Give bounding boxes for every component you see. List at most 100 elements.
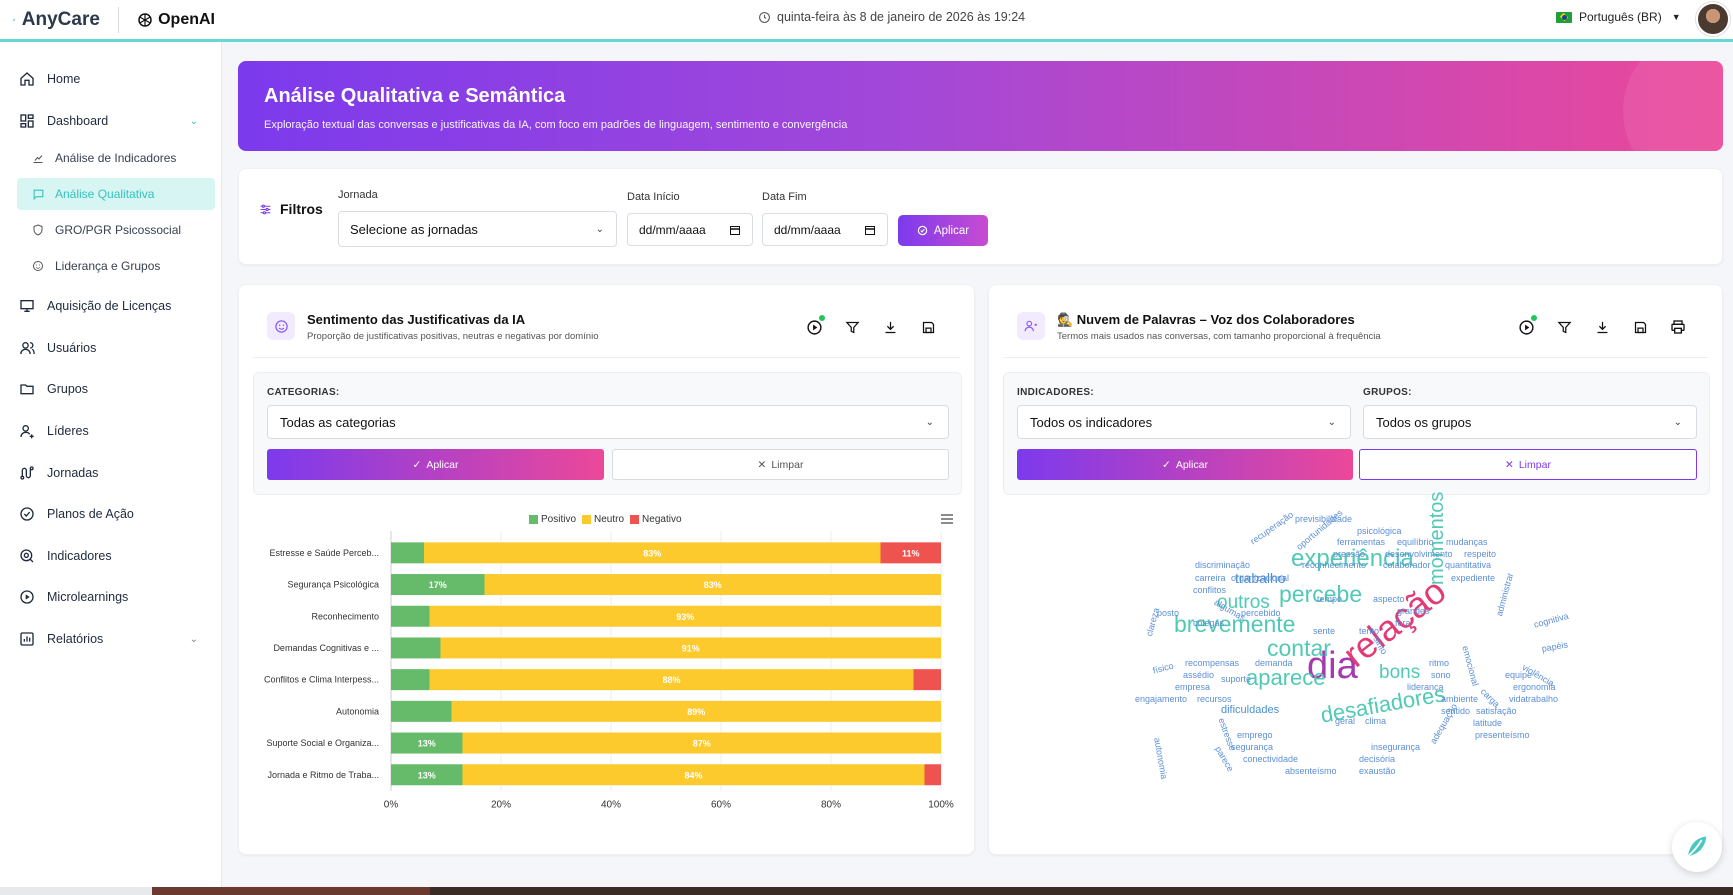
word-cloud-term[interactable]: colaborador [1383,560,1431,570]
word-cloud-term[interactable]: recursos [1197,694,1232,704]
download-button[interactable] [881,318,899,336]
word-cloud-term[interactable]: liderança [1407,682,1444,692]
bar-positivo[interactable] [391,732,463,754]
word-cloud-term[interactable]: físico [1151,660,1175,676]
word-cloud-term[interactable]: dia [1307,645,1358,687]
word-cloud-term[interactable]: sente [1313,626,1336,636]
word-cloud-term[interactable]: empresa [1175,682,1211,692]
word-cloud-term[interactable]: equipe [1505,670,1533,680]
word-cloud-term[interactable]: percebido [1241,608,1281,618]
bar-positivo[interactable] [391,574,485,596]
word-cloud-term[interactable]: ritmo [1429,658,1449,668]
word-cloud-term[interactable]: organizacional [1231,573,1290,583]
bar-negativo[interactable] [880,542,942,564]
word-cloud-term[interactable]: emprego [1237,730,1273,740]
word-cloud-term[interactable]: tempo [1317,594,1343,604]
journey-select[interactable]: Selecione as jornadas ⌄ [338,211,617,247]
word-cloud-term[interactable]: vidatrabalho [1509,694,1559,704]
word-cloud-term[interactable]: discriminação [1195,560,1251,570]
word-cloud-term[interactable]: conectividade [1243,754,1299,764]
sidebar-item-usuarios[interactable]: Usuários [0,328,222,368]
word-cloud-term[interactable]: respeito [1464,549,1497,559]
bar-positivo[interactable] [391,542,424,564]
bar-positivo[interactable] [391,669,430,691]
word-cloud-term[interactable]: mudanças [1446,537,1488,547]
word-cloud-term[interactable]: equilíbrio [1397,537,1434,547]
word-cloud-term[interactable]: outros [1217,592,1270,613]
word-cloud-term[interactable]: cognitiva [1532,610,1570,630]
bar-neutro[interactable] [429,605,942,627]
filter-button[interactable] [843,318,861,336]
word-cloud-term[interactable]: geral [1335,716,1356,726]
groups-select[interactable]: Todos os grupos ⌄ [1363,405,1697,439]
sidebar-item-lideres[interactable]: Líderes [0,411,222,451]
legend-item-negativo[interactable]: Negativo [630,514,682,525]
filter-button[interactable] [1555,318,1573,336]
brand-name[interactable]: AnyCare [21,8,100,30]
save-button[interactable] [1631,318,1649,336]
calendar-icon[interactable] [729,224,741,236]
calendar-icon[interactable] [864,224,876,236]
word-cloud-term[interactable]: decisória [1359,754,1396,764]
sidebar-item-planos[interactable]: Planos de Ação [0,494,222,534]
word-cloud-term[interactable]: reconhecimento [1302,560,1367,570]
sidebar-item-grupos[interactable]: Grupos [0,369,222,409]
bar-neutro[interactable] [429,669,914,691]
sidebar-item-jornadas[interactable]: Jornadas [0,453,222,493]
bar-neutro[interactable] [484,574,942,596]
chat-assistant-button[interactable] [1672,822,1722,872]
bar-neutro[interactable] [440,637,942,659]
bar-neutro[interactable] [424,542,881,564]
word-cloud-term[interactable]: conflitos [1193,585,1227,595]
word-cloud-term[interactable]: emocional [1460,644,1481,687]
word-cloud-term[interactable]: colegas [1193,618,1225,628]
bar-positivo[interactable] [391,605,430,627]
word-cloud-term[interactable]: absenteísmo [1285,766,1337,776]
play-button[interactable] [805,315,825,336]
bar-positivo[interactable] [391,700,452,722]
word-cloud-term[interactable]: papéis [1540,639,1569,654]
sidebar-item-indicadores[interactable]: Indicadores [0,536,222,576]
word-cloud-term[interactable]: contar [1267,635,1331,661]
word-cloud-term[interactable]: sono [1431,670,1451,680]
word-cloud-term[interactable]: engajamento [1135,694,1188,704]
categories-select[interactable]: Todas as categorias ⌄ [267,405,949,439]
word-cloud-term[interactable]: latitude [1473,718,1503,728]
word-cloud-term[interactable]: quantitativa [1445,560,1492,570]
word-cloud-term[interactable]: ergonomia [1513,682,1556,692]
sidebar-item-dashboard[interactable]: Dashboard ⌄ [0,101,222,141]
word-cloud-term[interactable]: clareza [1144,606,1162,638]
word-cloud-term[interactable]: experiência [1291,545,1414,572]
word-cloud-term[interactable]: posto [1157,608,1180,618]
start-date-input[interactable]: dd/mm/aaaa [627,213,753,246]
word-cloud-term[interactable]: aspecto [1373,594,1405,604]
chevron-down-icon[interactable]: ⌄ [189,633,198,645]
word-cloud-term[interactable]: brevemente [1174,611,1296,637]
word-cloud-term[interactable]: percebe [1279,581,1363,607]
word-cloud-term[interactable]: demanda [1255,658,1293,668]
language-selector[interactable]: Português (BR) ▼ [1556,10,1681,24]
sidebar-subitem-qualitativa[interactable]: Análise Qualitativa [17,178,215,210]
legend-item-neutro[interactable]: Neutro [582,514,624,525]
word-cloud-term[interactable]: satisfação [1476,706,1517,716]
sidebar-subitem-lideranca[interactable]: Liderança e Grupos [17,250,215,282]
bar-positivo[interactable] [391,764,463,786]
word-cloud-term[interactable]: desenvolvimento [1385,549,1453,559]
word-cloud-term[interactable]: trabalho [1235,570,1286,586]
cloud-clear-button[interactable]: ✕ Limpar [1359,449,1697,480]
word-cloud-term[interactable]: expediente [1451,573,1496,583]
cloud-apply-button[interactable]: ✓ Aplicar [1017,449,1353,480]
word-cloud-term[interactable]: presenteísmo [1475,730,1530,740]
word-cloud-term[interactable]: psicológica [1357,526,1402,536]
word-cloud-term[interactable]: segurança [1231,742,1274,752]
word-cloud-term[interactable]: aparece [1246,665,1326,690]
categories-apply-button[interactable]: ✓ Aplicar [267,449,604,480]
word-cloud-term[interactable]: insegurança [1371,742,1421,752]
sidebar-item-microlearnings[interactable]: Microlearnings [0,577,222,617]
word-cloud-term[interactable]: grandes [1397,606,1430,616]
word-cloud-term[interactable]: tento [1359,626,1380,636]
word-cloud-term[interactable]: carreira [1195,573,1226,583]
word-cloud-term[interactable]: previsibilidade [1295,514,1353,524]
download-button[interactable] [1593,318,1611,336]
sidebar-item-licencas[interactable]: Aquisição de Licenças [0,286,222,326]
